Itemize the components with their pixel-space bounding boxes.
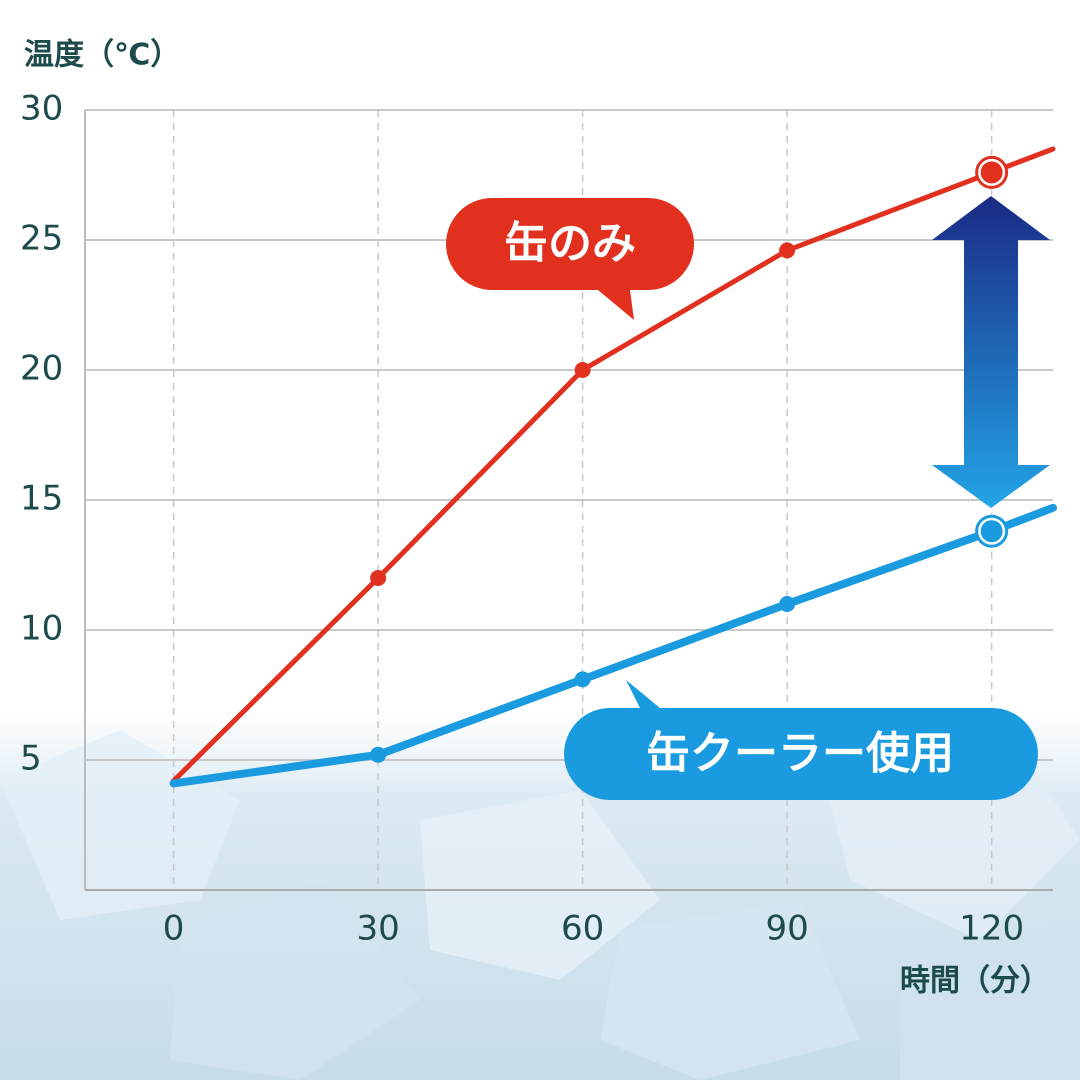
data-point	[574, 362, 591, 378]
data-point	[779, 596, 796, 612]
x-axis-title: 時間（分）	[900, 964, 1050, 999]
y-tick-label: 10	[20, 609, 63, 649]
x-tick-label: 30	[356, 909, 399, 949]
x-tick-label: 60	[561, 909, 604, 949]
data-point	[779, 242, 796, 259]
data-point	[370, 570, 387, 586]
y-tick-label: 15	[20, 479, 63, 519]
x-tick-label: 90	[766, 909, 809, 949]
x-tick-label: 0	[163, 909, 185, 949]
x-tick-label: 120	[959, 909, 1024, 949]
difference-arrow	[932, 196, 1050, 508]
y-tick-label: 5	[20, 739, 42, 779]
callout-label: 缶のみ	[504, 218, 636, 269]
data-point	[980, 161, 1003, 184]
data-point	[574, 671, 591, 688]
callout-bubble	[564, 680, 1038, 800]
callout-label: 缶クーラー使用	[646, 728, 954, 779]
y-axis-title: 温度（℃）	[24, 38, 180, 73]
y-tick-label: 30	[20, 89, 63, 129]
data-point	[980, 520, 1003, 543]
y-tick-label: 25	[20, 219, 63, 259]
data-point	[370, 746, 387, 763]
callout-bubble	[446, 198, 694, 320]
y-tick-label: 20	[20, 349, 63, 389]
